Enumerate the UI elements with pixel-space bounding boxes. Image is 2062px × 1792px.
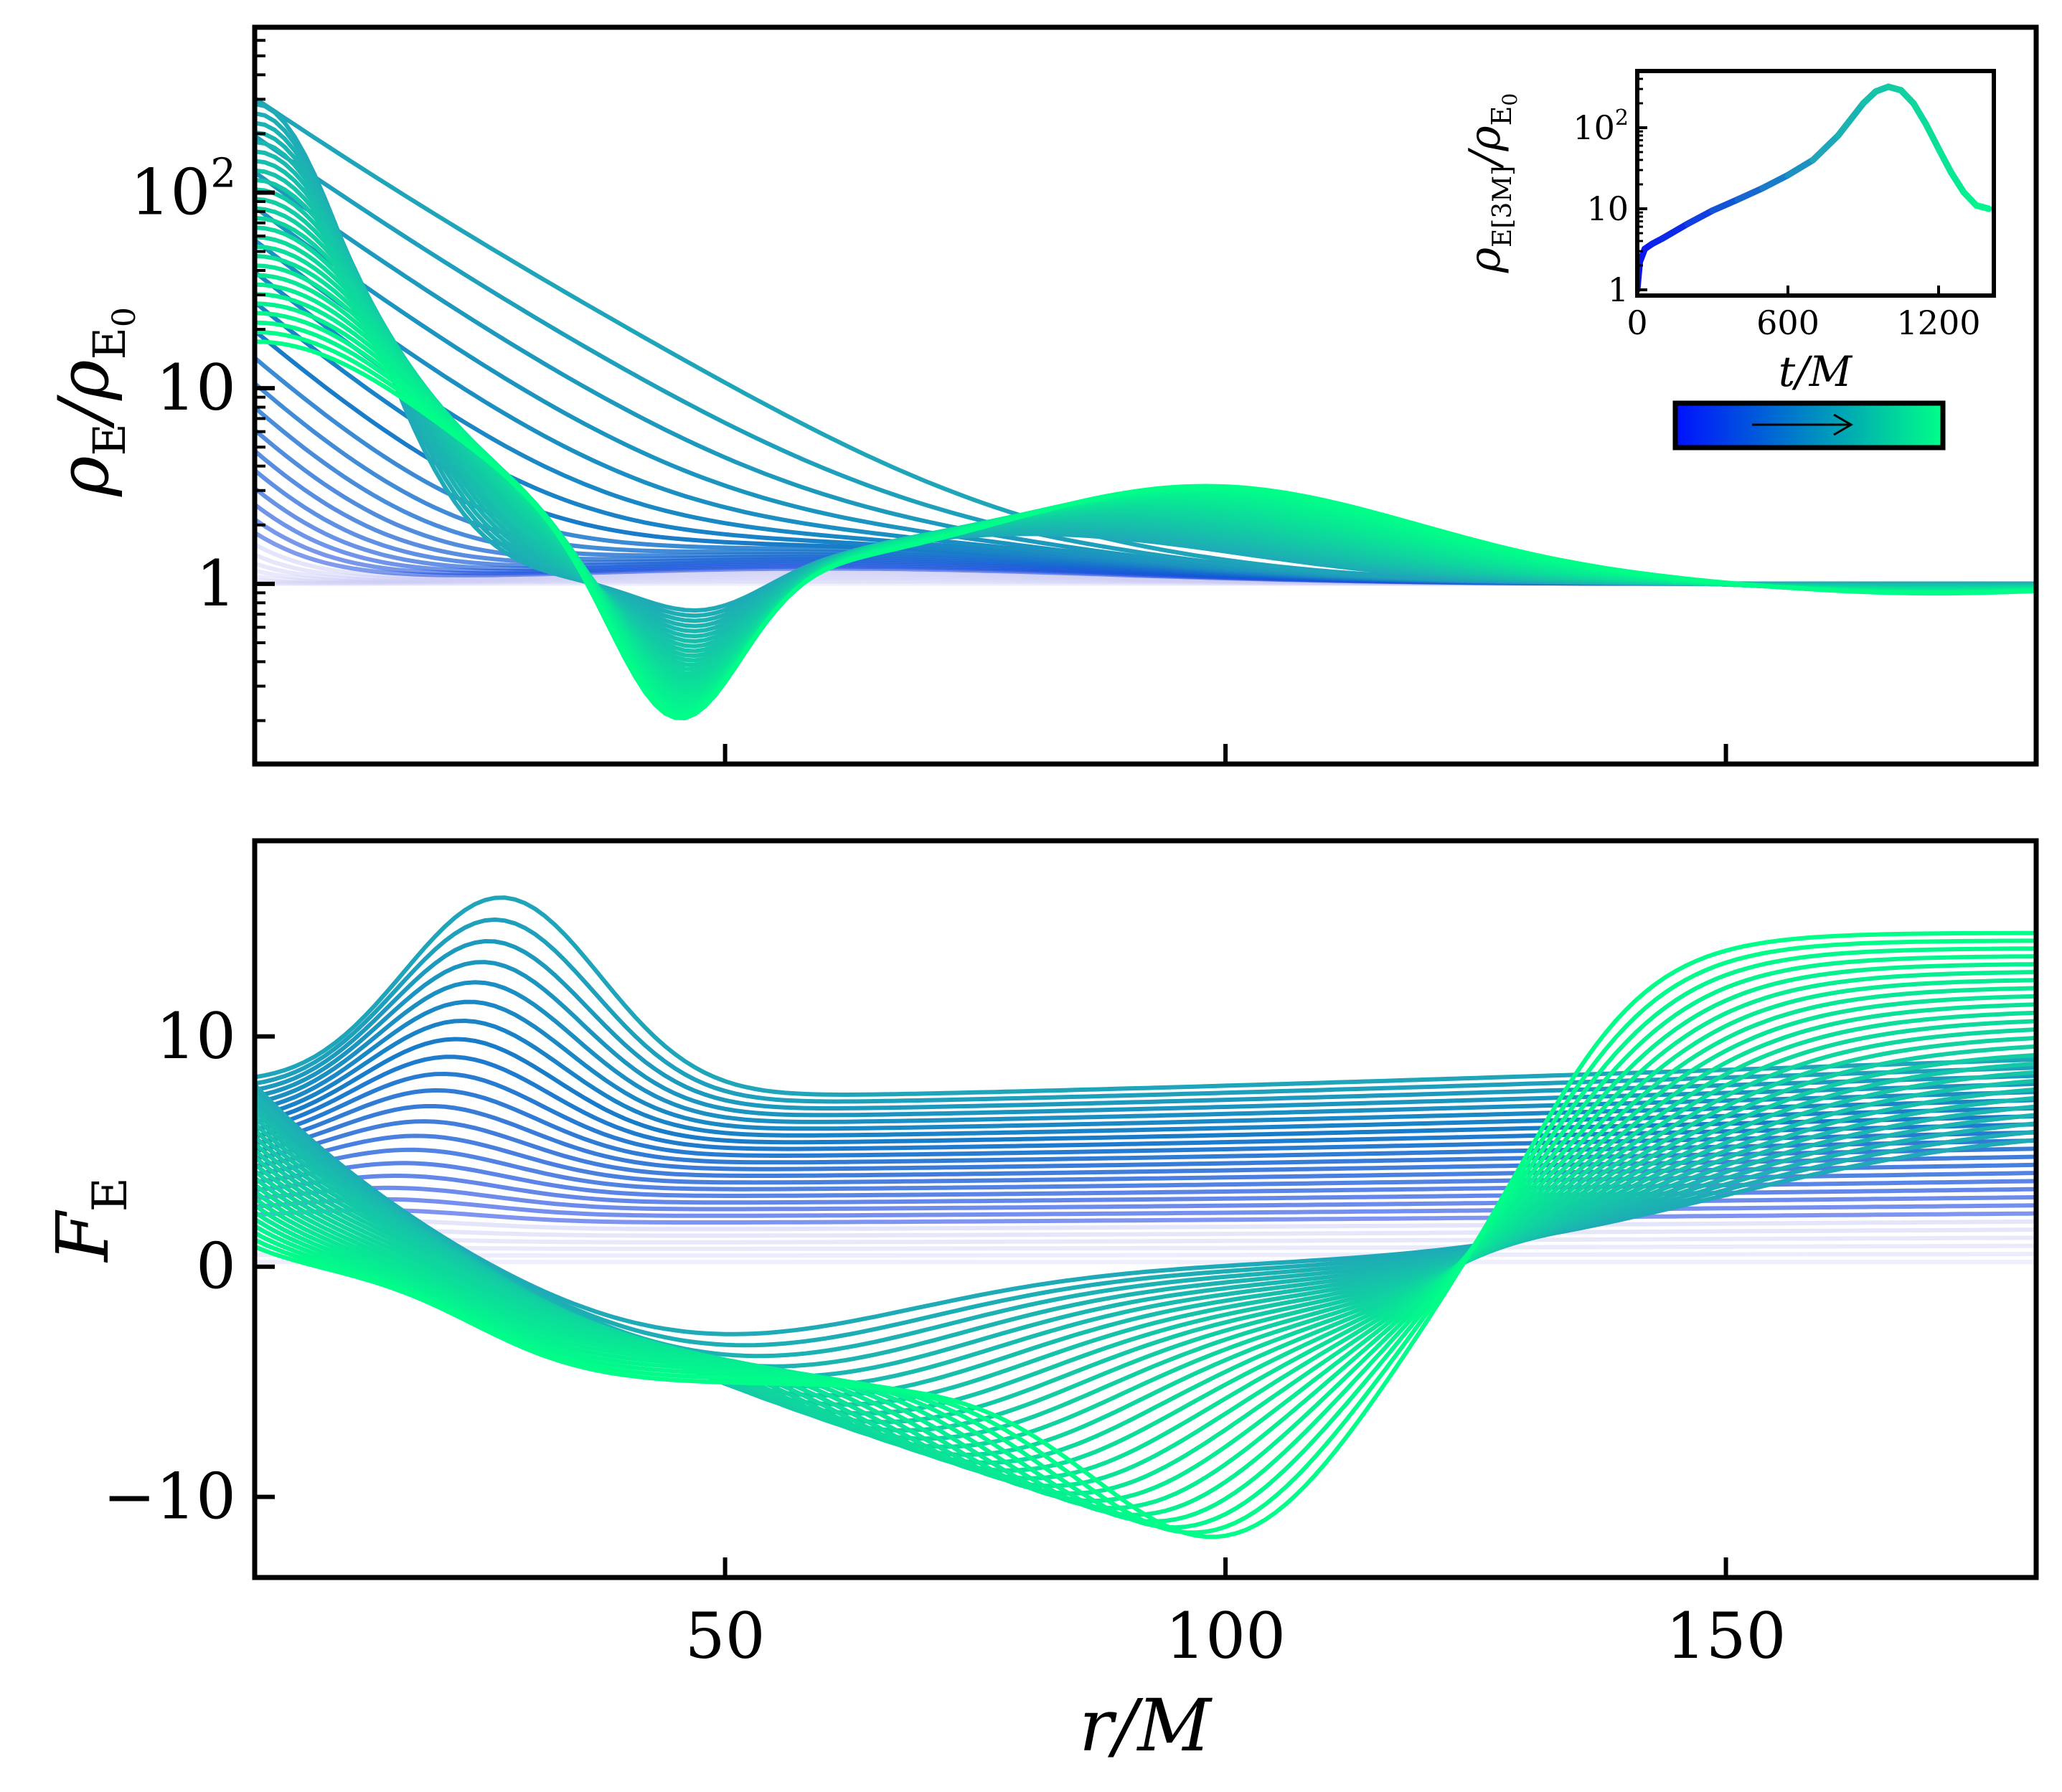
inset-panel: 0 600 1200 1 10 102 t/M ρE[3M]/ρE0 — [1460, 69, 1996, 451]
bottom-series-line — [255, 1235, 2036, 1245]
bottom-series-line — [255, 1252, 2036, 1258]
inset-y-tick-label: 1 — [1608, 270, 1629, 309]
colorbar-arrow-head — [1833, 413, 1853, 436]
bottom-series-line — [255, 1207, 2036, 1225]
bottom-series-line — [255, 1218, 2036, 1232]
bottom-x-tick-label: 150 — [1666, 1599, 1786, 1673]
inset-line-segment — [1659, 220, 1691, 242]
inset-x-tick-label: 600 — [1756, 303, 1819, 342]
bottom-series-line — [255, 1018, 2036, 1138]
bottom-series-line — [255, 1243, 2036, 1251]
inset-line-segment — [1709, 196, 1741, 214]
bottom-series-line — [255, 1227, 2036, 1238]
bottom-series-line — [255, 930, 2036, 1539]
inset-line-segment — [1973, 202, 1992, 212]
top-y-tick-label: 1 — [196, 547, 236, 621]
inset-line-segment — [1923, 121, 1942, 152]
inset-line-segment — [1759, 171, 1792, 192]
bottom-series-line — [255, 938, 2036, 1535]
bottom-series-line — [255, 1019, 2036, 1465]
bottom-x-tick-label: 50 — [685, 1599, 766, 1673]
inset-y-tick-label: 10 — [1586, 189, 1629, 228]
bottom-series-line — [255, 1185, 2036, 1212]
bottom-y-tick-label: 0 — [196, 1230, 236, 1303]
bottom-series-line — [255, 1035, 2036, 1449]
inset-x-tick-label: 0 — [1626, 303, 1647, 342]
top-y-tick-label: 10 — [156, 351, 236, 425]
bottom-series-line — [255, 1055, 2036, 1151]
top-ylabel: ρE/ρE0 — [44, 307, 143, 497]
bottom-series-line — [255, 1027, 2036, 1457]
bottom-series-line — [255, 1088, 2036, 1348]
bottom-series-line — [255, 960, 2036, 1118]
inset-line-segment — [1835, 100, 1867, 139]
bottom-y-tick-label: 10 — [156, 999, 236, 1073]
bottom-series-line — [255, 1010, 2036, 1473]
inset-line-segment — [1734, 184, 1766, 203]
top-y-tick-label: 102 — [130, 150, 236, 229]
inset-xlabel: t/M — [1779, 347, 1853, 396]
bottom-series-line — [255, 1002, 2036, 1481]
top-axes-frame — [252, 24, 2039, 767]
bottom-x-tick-label: 100 — [1165, 1599, 1286, 1673]
bottom-ylabel: FE — [41, 1177, 138, 1263]
bottom-series-line — [255, 978, 2036, 1504]
bottom-series-line — [255, 1083, 2036, 1336]
inset-line-segment — [1948, 169, 1967, 196]
inset-line-segment — [1784, 156, 1817, 179]
bottom-xlabel: r/M — [1079, 1684, 1213, 1768]
inset-x-tick-label: 1200 — [1896, 303, 1980, 342]
inset-y-tick-label: 102 — [1573, 105, 1629, 147]
bottom-curves — [255, 895, 2036, 1539]
bottom-series-line — [255, 1147, 2036, 1192]
top-curves — [255, 96, 2036, 721]
bottom-series-line — [255, 938, 2036, 1110]
top-series-line — [255, 339, 2036, 721]
bottom-series-line — [255, 970, 2036, 1511]
bottom-series-line — [255, 1037, 2036, 1145]
inset-ylabel: ρE[3M]/ρE0 — [1460, 93, 1522, 274]
bottom-series-line — [255, 994, 2036, 1489]
inset-line-segment — [1935, 145, 1954, 176]
inset-curve — [1637, 83, 1992, 293]
bottom-series-line — [255, 1197, 2036, 1218]
bottom-y-tick-label: −10 — [103, 1460, 236, 1534]
inset-ticks: 0 600 1200 1 10 102 — [1573, 70, 1981, 342]
inset-line-segment — [1910, 100, 1929, 128]
bottom-axes-frame — [252, 838, 2039, 1580]
inset-line-segment — [1809, 132, 1842, 164]
bottom-series-line — [255, 986, 2036, 1496]
inset-line-segment — [1684, 207, 1716, 227]
